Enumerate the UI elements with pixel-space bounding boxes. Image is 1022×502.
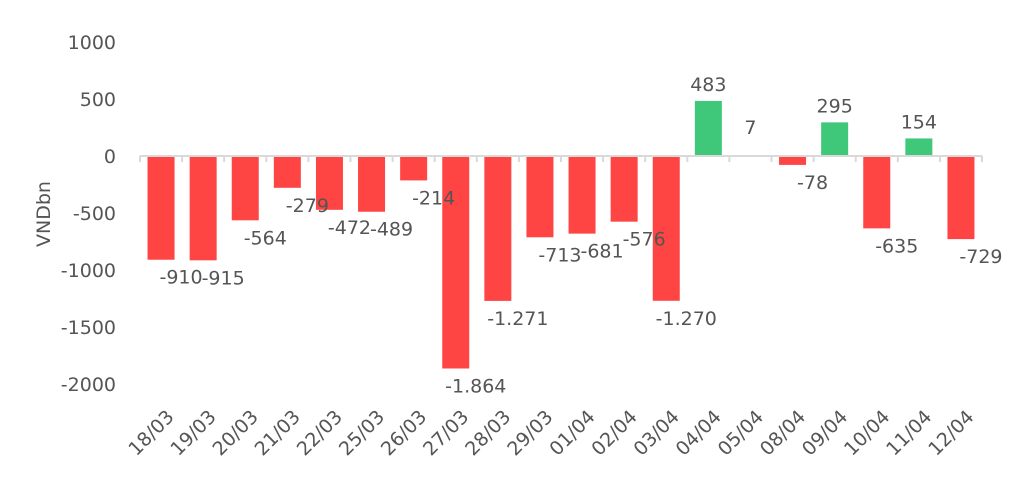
y-tick-label: 1000 — [68, 32, 116, 54]
x-tick-label: 20/03 — [209, 406, 263, 460]
bar-08-04 — [779, 156, 807, 165]
bar-12-04 — [947, 156, 975, 240]
x-tick-label: 02/04 — [587, 406, 641, 460]
bar-21-03 — [273, 156, 301, 188]
x-tick-label: 01/04 — [545, 406, 599, 460]
bar-02-04 — [610, 156, 638, 222]
x-tick-label: 11/04 — [882, 406, 936, 460]
data-label: -915 — [202, 267, 245, 289]
data-label: 483 — [690, 74, 726, 96]
data-label: -489 — [370, 219, 413, 241]
bar-27-03 — [442, 156, 470, 369]
data-label: -1.270 — [656, 308, 717, 330]
x-tick-label: 12/04 — [924, 406, 978, 460]
x-tick-label: 29/03 — [503, 406, 557, 460]
x-tick-label: 27/03 — [419, 406, 473, 460]
data-label: -635 — [875, 235, 918, 257]
data-labels: -910-915 -564 -279-472-489 -214 -1.864 -1.271… — [159, 74, 1002, 398]
y-tick-label: -500 — [73, 203, 116, 225]
y-tick-label: 0 — [104, 146, 116, 168]
x-tick-label: 18/03 — [124, 406, 178, 460]
x-axis: 18/0319/0320/0321/0322/0325/0326/0327/03… — [124, 406, 978, 460]
data-label: -1.271 — [487, 308, 548, 330]
x-tick-label: 22/03 — [293, 406, 347, 460]
bar-10-04 — [863, 156, 891, 229]
data-label: -279 — [286, 195, 329, 217]
y-axis-title: VNDbn — [33, 181, 55, 247]
y-tick-label: -1000 — [61, 260, 116, 282]
data-label: 154 — [901, 111, 937, 133]
data-label: -713 — [538, 244, 581, 266]
data-label: -910 — [159, 267, 202, 289]
bar-11-04 — [905, 138, 933, 156]
bar-28-03 — [484, 156, 512, 301]
x-tick-label: 25/03 — [335, 406, 389, 460]
data-label: -1.864 — [445, 375, 506, 397]
x-tick-label: 21/03 — [251, 406, 305, 460]
data-label: 295 — [817, 95, 853, 117]
x-tick-label: 28/03 — [461, 406, 515, 460]
bars — [147, 100, 975, 369]
bar-20-03 — [231, 156, 259, 221]
bar-18-03 — [147, 156, 175, 260]
x-tick-label: 08/04 — [756, 406, 810, 460]
x-tick-label: 26/03 — [377, 406, 431, 460]
data-label: 7 — [744, 117, 756, 139]
x-tick-label: 19/03 — [166, 406, 220, 460]
y-tick-label: 500 — [80, 89, 116, 111]
x-tick-label: 05/04 — [714, 406, 768, 460]
bar-01-04 — [568, 156, 596, 234]
zero-axis-line — [139, 155, 983, 162]
data-label: -681 — [580, 241, 623, 263]
bar-26-03 — [400, 156, 428, 181]
bar-03-04 — [652, 156, 680, 301]
data-label: -214 — [412, 187, 455, 209]
bar-22-03 — [315, 156, 343, 210]
bar-25-03 — [358, 156, 386, 212]
data-label: -78 — [797, 172, 828, 194]
y-tick-label: -2000 — [61, 374, 116, 396]
x-tick-label: 09/04 — [798, 406, 852, 460]
bar-09-04 — [821, 122, 849, 156]
data-label: -729 — [959, 246, 1002, 268]
bar-04-04 — [694, 100, 722, 156]
bar-29-03 — [526, 156, 554, 238]
x-tick-label: 04/04 — [672, 406, 726, 460]
bar-19-03 — [189, 156, 217, 261]
y-axis: 1000 500 0 -500 -1000 -1500 -2000 — [61, 32, 116, 396]
x-tick-label: 10/04 — [840, 406, 894, 460]
data-label: -576 — [623, 229, 666, 251]
data-label: -564 — [244, 227, 287, 249]
y-tick-label: -1500 — [61, 317, 116, 339]
x-tick-label: 03/04 — [630, 406, 684, 460]
data-label: -472 — [328, 217, 371, 239]
